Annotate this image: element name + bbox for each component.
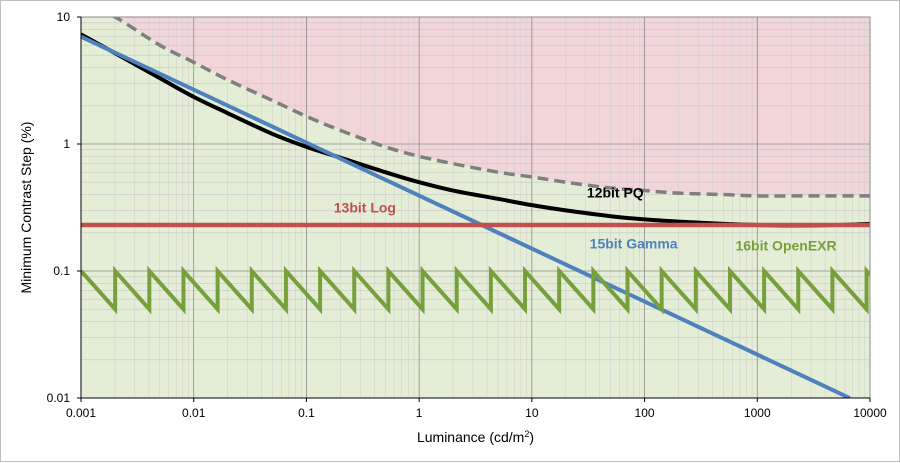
x-tick-label: 0.001 xyxy=(66,406,96,420)
annotation-labels: 12bit PQ 15bit Gamma 13bit Log 16bit OpenEX… xyxy=(334,184,837,253)
series-15bit-gamma xyxy=(81,34,851,398)
series-dashed-threshold xyxy=(111,17,870,198)
label-15bit-gamma: 15bit Gamma xyxy=(590,236,678,252)
x-tick-label: 10 xyxy=(525,406,539,420)
x-tick-label: 10000 xyxy=(853,406,887,420)
x-tick-label: 100 xyxy=(635,406,655,420)
y-tick-label: 10 xyxy=(57,10,71,24)
x-tick-label: 0.1 xyxy=(298,406,315,420)
y-axis-title: Minimum Contrast Step (%) xyxy=(18,122,34,294)
region-visible-banding xyxy=(81,17,870,197)
label-13bit-log: 13bit Log xyxy=(334,199,396,215)
x-tick-label: 1 xyxy=(416,406,423,420)
y-tick-label: 0.1 xyxy=(53,264,70,278)
label-12bit-pq: 12bit PQ xyxy=(587,184,644,200)
series-group xyxy=(81,17,870,398)
y-tick-label: 0.01 xyxy=(47,391,71,405)
background-regions xyxy=(81,17,870,398)
x-axis-title: Luminance (cd/m2) xyxy=(417,429,534,445)
x-tick-label: 0.01 xyxy=(182,406,206,420)
y-tick-label: 1 xyxy=(63,137,70,151)
series-16bit-openexr xyxy=(81,265,870,315)
x-tick-label: 1000 xyxy=(744,406,771,420)
label-16bit-openexr: 16bit OpenEXR xyxy=(735,238,836,254)
